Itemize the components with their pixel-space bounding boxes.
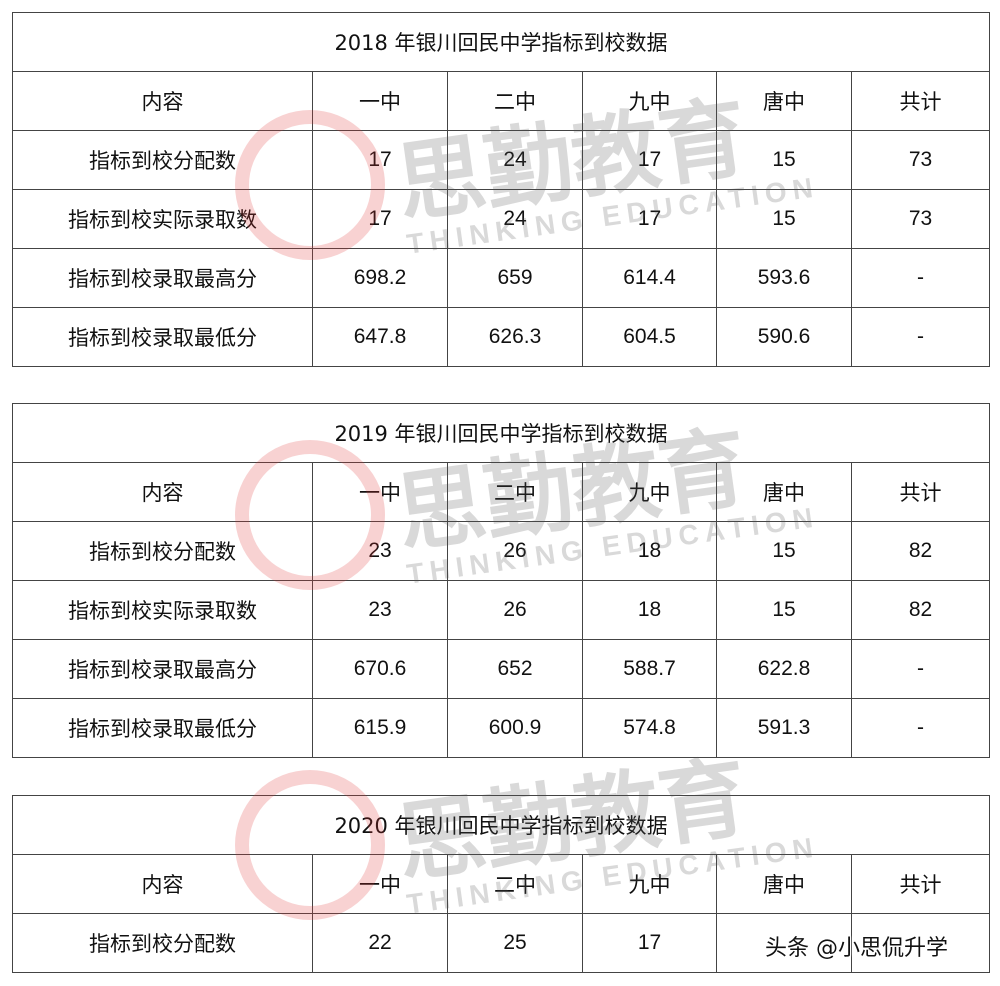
column-header: 内容 — [12, 71, 313, 131]
table-cell: 698.2 — [312, 248, 448, 308]
table-cell: 17 — [582, 130, 717, 190]
table-cell: 17 — [582, 189, 717, 249]
table-title: 2019 年银川回民中学指标到校数据 — [12, 403, 990, 463]
table-row: 指标到校录取最低分 647.8 626.3 604.5 590.6- — [12, 307, 990, 367]
column-header: 二中 — [447, 71, 583, 131]
table-cell: 26 — [447, 521, 583, 581]
row-label: 指标到校实际录取数 — [12, 580, 313, 640]
table-cell: 24 — [447, 130, 583, 190]
column-header: 共计 — [851, 71, 990, 131]
column-header: 内容 — [12, 462, 313, 522]
table-cell: 82 — [851, 521, 990, 581]
row-label: 指标到校分配数 — [12, 521, 313, 581]
column-header: 一中 — [312, 71, 448, 131]
table-row: 指标到校实际录取数 23 26 18 15 82 — [12, 580, 990, 640]
table-cell: 22 — [312, 913, 448, 973]
column-header: 唐中 — [716, 854, 852, 914]
table-cell: 590.6 — [716, 307, 852, 367]
column-header: 内容 — [12, 854, 313, 914]
table-row: 指标到校录取最高分 698.2 659 614.4 593.6- — [12, 248, 990, 308]
row-label: 指标到校录取最高分 — [12, 248, 313, 308]
column-header: 共计 — [851, 462, 990, 522]
table-cell: 626.3 — [447, 307, 583, 367]
column-header: 九中 — [582, 462, 717, 522]
table-cell: 17 — [312, 189, 448, 249]
row-label: 指标到校录取最低分 — [12, 307, 313, 367]
table-cell: 82 — [851, 580, 990, 640]
table-cell: 600.9 — [447, 698, 583, 758]
table-cell: 588.7 — [582, 639, 717, 699]
table-cell: 15 — [716, 521, 852, 581]
table-cell — [851, 913, 990, 973]
table-cell: 15 — [716, 189, 852, 249]
column-header: 一中 — [312, 462, 448, 522]
table-cell: 614.4 — [582, 248, 717, 308]
table-cell: 647.8 — [312, 307, 448, 367]
table-cell: 604.5 — [582, 307, 717, 367]
header-row: 内容 一中 二中 九中 唐中 共计 — [12, 71, 990, 131]
row-label: 指标到校分配数 — [12, 130, 313, 190]
table-cell: - — [851, 307, 990, 367]
table-cell: - — [851, 248, 990, 308]
table-cell: 73 — [851, 130, 990, 190]
table-cell: 17 — [312, 130, 448, 190]
table-row: 指标到校录取最低分 615.9 600.9 574.8 591.3- — [12, 698, 990, 758]
table-cell: 26 — [447, 580, 583, 640]
header-row: 内容 一中 二中 九中 唐中 共计 — [12, 462, 990, 522]
table-cell: - — [851, 698, 990, 758]
column-header: 唐中 — [716, 462, 852, 522]
table-cell: 593.6 — [716, 248, 852, 308]
table-cell: 18 — [582, 580, 717, 640]
table-cell: 15 — [716, 580, 852, 640]
table-cell: 615.9 — [312, 698, 448, 758]
column-header: 唐中 — [716, 71, 852, 131]
table-cell: 23 — [312, 521, 448, 581]
table-title: 2020 年银川回民中学指标到校数据 — [12, 795, 990, 855]
table-cell: 591.3 — [716, 698, 852, 758]
column-header: 九中 — [582, 71, 717, 131]
column-header: 二中 — [447, 854, 583, 914]
column-header: 九中 — [582, 854, 717, 914]
data-table-1: 2019 年银川回民中学指标到校数据 内容 一中 二中 九中 唐中 共计 指标到校分配数 23 2… — [12, 403, 990, 758]
table-cell: 652 — [447, 639, 583, 699]
column-header: 一中 — [312, 854, 448, 914]
table-cell: 23 — [312, 580, 448, 640]
table-title: 2018 年银川回民中学指标到校数据 — [12, 12, 990, 72]
row-label: 指标到校录取最高分 — [12, 639, 313, 699]
column-header: 共计 — [851, 854, 990, 914]
table-cell: 670.6 — [312, 639, 448, 699]
table-cell: 574.8 — [582, 698, 717, 758]
table-row: 指标到校分配数 22 25 17 — [12, 913, 990, 973]
source-credit: 头条 @小思侃升学 — [765, 936, 948, 961]
table-row: 指标到校实际录取数 17 24 17 15 73 — [12, 189, 990, 249]
table-cell: 659 — [447, 248, 583, 308]
data-table-2: 2020 年银川回民中学指标到校数据 内容 一中 二中 九中 唐中 共计 指标到校分配数 22 2… — [12, 795, 990, 973]
header-row: 内容 一中 二中 九中 唐中 共计 — [12, 854, 990, 914]
table-row: 指标到校分配数 23 26 18 15 82 — [12, 521, 990, 581]
table-row: 指标到校分配数 17 24 17 15 73 — [12, 130, 990, 190]
table-cell: 18 — [582, 521, 717, 581]
table-cell: 17 — [582, 913, 717, 973]
table-cell: 15 — [716, 130, 852, 190]
table-cell: 25 — [447, 913, 583, 973]
row-label: 指标到校录取最低分 — [12, 698, 313, 758]
table-cell: 73 — [851, 189, 990, 249]
table-cell — [716, 913, 852, 973]
table-row: 指标到校录取最高分 670.6 652 588.7 622.8- — [12, 639, 990, 699]
data-table-0: 2018 年银川回民中学指标到校数据 内容 一中 二中 九中 唐中 共计 指标到校分配数 17 2… — [12, 12, 990, 367]
row-label: 指标到校实际录取数 — [12, 189, 313, 249]
column-header: 二中 — [447, 462, 583, 522]
table-cell: - — [851, 639, 990, 699]
table-cell: 24 — [447, 189, 583, 249]
row-label: 指标到校分配数 — [12, 913, 313, 973]
table-cell: 622.8 — [716, 639, 852, 699]
